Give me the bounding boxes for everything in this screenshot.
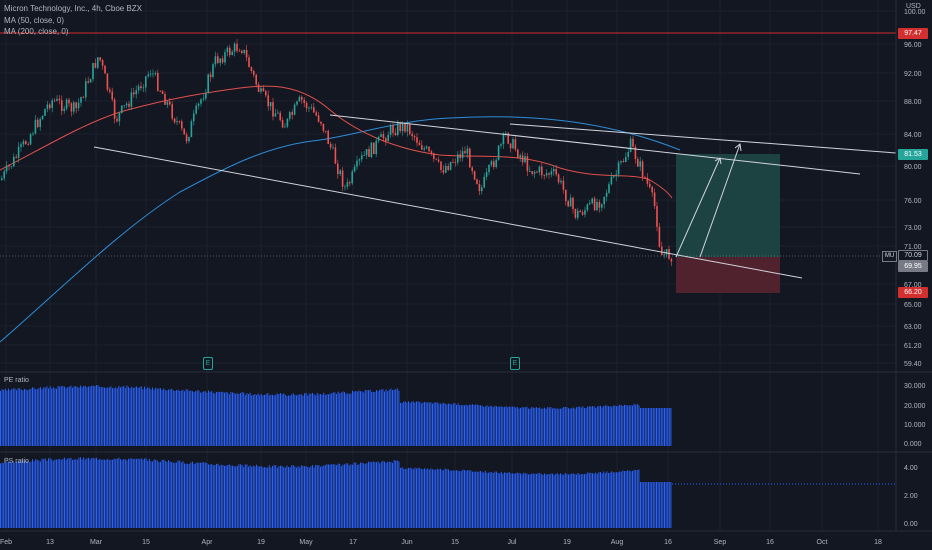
upper-trend-line[interactable] <box>509 123 897 154</box>
last-price-tag: 70.09 <box>898 250 928 261</box>
price-tick-label: 96.00 <box>904 42 922 49</box>
ticker-tag: MU <box>882 251 897 262</box>
loss-zone[interactable] <box>676 257 780 293</box>
pe-tick-label: 0.000 <box>904 441 922 448</box>
time-axis[interactable]: Feb 13 Mar 15 Apr 19 May 17 Jun 15 Jul 19 Aug 16 Sep 16… <box>0 539 882 546</box>
time-tick-label: 19 <box>257 539 265 546</box>
time-tick-label: Feb <box>0 539 12 546</box>
ma50-legend[interactable]: MA (50, close, 0) <box>4 16 65 25</box>
time-tick-label: 16 <box>664 539 672 546</box>
price-tick-label: 100.00 <box>904 9 926 16</box>
price-tick-label: 67.00 <box>904 282 922 289</box>
time-tick-label: 17 <box>349 539 357 546</box>
projection-path-1[interactable] <box>675 157 721 258</box>
arrow-head-icon <box>734 143 742 152</box>
price-tick-label: 88.00 <box>904 99 922 106</box>
time-tick-label: 13 <box>46 539 54 546</box>
target-price-tag: 81.53 <box>898 149 928 160</box>
price-tick-label: 80.00 <box>904 164 922 171</box>
candlesticks <box>1 39 673 267</box>
ps-axis: 4.00 2.00 0.00 <box>904 465 918 528</box>
ps-pane-title: PS ratio <box>4 458 29 465</box>
time-tick-label: Oct <box>817 539 828 546</box>
pe-tick-label: 10.000 <box>904 422 926 429</box>
price-tick-label: 76.00 <box>904 198 922 205</box>
currency-label[interactable]: USD <box>906 3 921 10</box>
price-tick-label: 61.20 <box>904 343 922 350</box>
earnings-icon[interactable]: E <box>203 357 213 370</box>
time-tick-label: May <box>299 539 313 546</box>
ma200-legend[interactable]: MA (200, close, 0) <box>4 27 69 36</box>
ps-tick-label: 2.00 <box>904 493 918 500</box>
time-tick-label: Jul <box>508 539 517 546</box>
stop-price-tag: 66.20 <box>898 287 928 298</box>
time-tick-label: 16 <box>766 539 774 546</box>
time-tick-label: 19 <box>563 539 571 546</box>
pe-tick-label: 30.000 <box>904 383 926 390</box>
time-tick-label: 15 <box>142 539 150 546</box>
time-tick-label: Jun <box>401 539 412 546</box>
pe-ratio-histogram <box>0 385 672 446</box>
time-tick-label: 18 <box>874 539 882 546</box>
ma200-line <box>0 116 681 343</box>
time-tick-label: Apr <box>202 539 214 546</box>
time-tick-label: Aug <box>611 539 624 546</box>
price-tick-label: 63.00 <box>904 324 922 331</box>
price-axis[interactable]: 100.00 96.00 92.00 88.00 84.00 80.00 76.00 73.0… <box>904 9 926 368</box>
pe-tick-label: 20.000 <box>904 403 926 410</box>
price-tick-label: 73.00 <box>904 225 922 232</box>
projection-path-2[interactable] <box>699 143 741 258</box>
profit-zone[interactable] <box>676 154 780 257</box>
symbol-title[interactable]: Micron Technology, Inc., 4h, Cboe BZX <box>4 4 142 13</box>
earnings-icon[interactable]: E <box>510 357 520 370</box>
price-tick-label: 71.00 <box>904 244 922 251</box>
ps-tick-label: 0.00 <box>904 521 918 528</box>
price-tick-label: 84.00 <box>904 132 922 139</box>
arrow-head-icon <box>714 157 722 165</box>
ps-tick-label: 4.00 <box>904 465 918 472</box>
price-tick-label: 59.40 <box>904 361 922 368</box>
time-tick-label: Sep <box>714 539 727 546</box>
ma-value-tag: 69.95 <box>898 261 928 272</box>
price-tick-label: 92.00 <box>904 71 922 78</box>
upper-channel-line[interactable] <box>329 114 861 175</box>
resistance-price-tag: 97.47 <box>898 28 928 39</box>
pe-axis: 30.000 20.000 10.000 0.000 <box>904 383 926 448</box>
price-tick-label: 65.00 <box>904 302 922 309</box>
ps-ratio-histogram <box>0 457 672 528</box>
time-tick-label: 15 <box>451 539 459 546</box>
ma50-line <box>0 85 673 199</box>
time-tick-label: Mar <box>90 539 103 546</box>
pe-pane-title: PE ratio <box>4 377 29 384</box>
